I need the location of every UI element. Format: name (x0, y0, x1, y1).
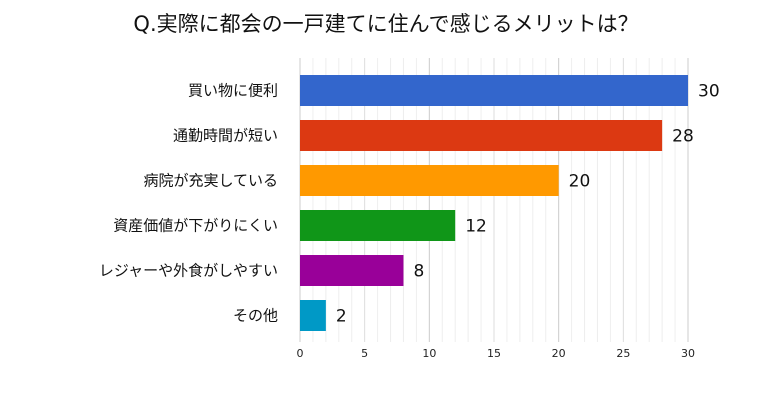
x-tick-label: 25 (616, 347, 630, 360)
bar-1 (300, 75, 688, 106)
x-tick-label: 0 (297, 347, 304, 360)
data-label: 12 (465, 217, 487, 237)
x-tick-label: 10 (422, 347, 436, 360)
bar-6 (300, 300, 326, 331)
category-label: 通勤時間が短い (173, 127, 278, 145)
category-label: レジャーや外食がしやすい (99, 262, 278, 280)
category-label: 買い物に便利 (188, 82, 278, 100)
data-label: 30 (698, 82, 720, 102)
data-label: 20 (569, 172, 591, 192)
category-label: 病院が充実している (143, 172, 278, 190)
x-tick-label: 15 (487, 347, 501, 360)
data-label: 8 (413, 262, 424, 282)
category-label: その他 (233, 307, 278, 325)
bar-4 (300, 210, 456, 241)
data-label: 28 (672, 127, 694, 147)
bar-5 (300, 255, 404, 286)
category-label: 資産価値が下がりにくい (113, 217, 278, 235)
bar-3 (300, 165, 559, 196)
x-tick-label: 5 (361, 347, 368, 360)
chart-title: Q.実際に都会の一戸建てに住んで感じるメリットは？ (133, 12, 639, 36)
x-tick-label: 30 (681, 347, 695, 360)
data-label: 2 (336, 307, 347, 327)
bar-2 (300, 120, 663, 151)
x-tick-label: 20 (552, 347, 566, 360)
